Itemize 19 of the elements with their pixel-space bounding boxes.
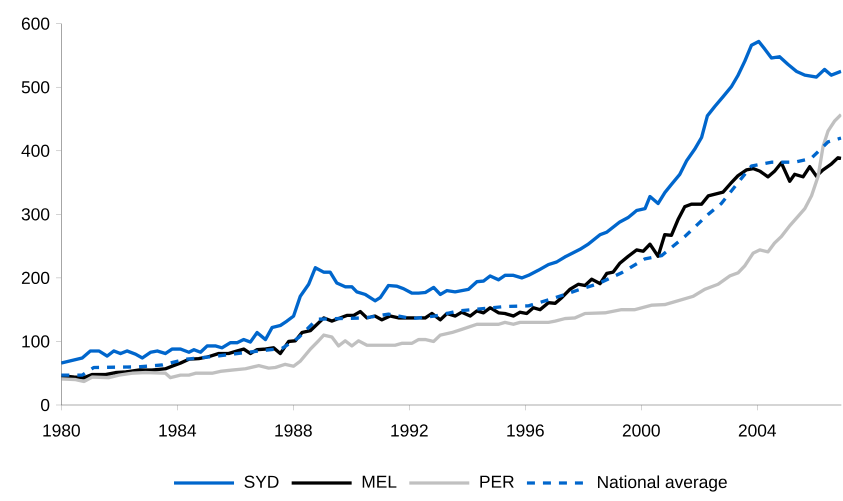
x-tick-label: 2004: [738, 424, 776, 437]
x-tick-label: 1996: [507, 424, 544, 437]
x-tick-label: 1984: [159, 424, 196, 437]
y-tick-label: 500: [22, 81, 50, 94]
x-tick-label: 1988: [275, 424, 312, 437]
line-series: [61, 40, 842, 365]
x-tick-label: 1992: [391, 424, 428, 437]
x-tick-label: 2000: [622, 424, 660, 437]
y-tick-label: 200: [22, 272, 50, 284]
y-tick-label: 0: [40, 398, 50, 412]
legend-label: PER: [480, 476, 514, 488]
y-tick-label: 100: [22, 335, 50, 348]
y-tick-label: 400: [21, 144, 50, 157]
legend-label: National average: [598, 475, 727, 492]
y-tick-label: 300: [22, 208, 50, 220]
legend-label: MEL: [362, 476, 396, 488]
x-tick-label: 1980: [43, 424, 80, 437]
legend-label: SYD: [244, 476, 278, 488]
y-tick-label: 600: [22, 18, 50, 30]
